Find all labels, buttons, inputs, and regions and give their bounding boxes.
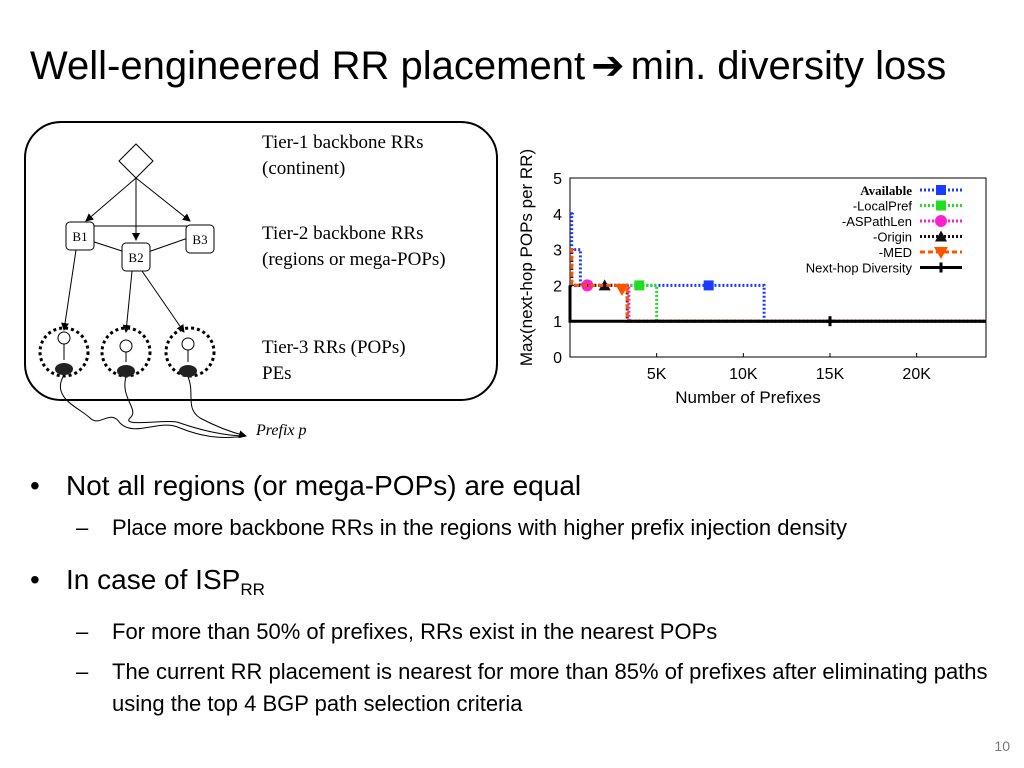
page-number: 10 [994,738,1010,754]
bullet-text: Not all regions (or mega-POPs) are equal [66,470,582,501]
legend-marker [935,215,947,227]
x-tick-label: 10K [729,366,758,383]
chart-svg: 0 1 2 3 4 5 5K 10K 15K 20K Number of Prefixes Max(n… [517,149,987,407]
bullet-subscript: RR [240,580,265,599]
legend-marker [935,230,947,242]
sub-bullet-dash: – [76,659,89,684]
series-marker-0 [703,280,714,291]
sub-bullet-text: Place more backbone RRs in the regions w… [112,515,847,540]
sub-bullet-text: The current RR placement is nearest for … [112,659,988,716]
sub-bullet-item: – For more than 50% of prefixes, RRs exis… [28,616,1008,648]
bullet-dot: • [30,470,40,501]
pop-group-1 [38,326,90,378]
series-line-2 [570,248,986,323]
slide-title: Well-engineered RR placement ➔ min. divers… [30,38,1010,94]
sub-bullet-dash: – [76,515,89,540]
arrow-right-icon: ➔ [591,44,625,88]
y-tick-label: 3 [553,243,562,260]
sub-bullet-dash: – [76,619,89,644]
title-left: Well-engineered RR placement [30,44,586,88]
legend-label: Next-hop Diversity [806,261,913,276]
series-line-5 [568,285,986,323]
y-tick-label: 4 [553,207,562,224]
pop-group-3 [164,326,216,378]
legend-label: -ASPathLen [842,214,912,229]
bullet-item: • Not all regions (or mega-POPs) are equa… [28,466,1008,506]
y-tick-label: 2 [553,278,562,295]
title-right: min. diversity loss [630,44,947,88]
x-axis-label: Number of Prefixes [675,388,821,407]
tier1-label-line1: Tier-1 backbone RRs [262,132,424,153]
node-b2-box [121,242,151,272]
prefix-diversity-chart: 0 1 2 3 4 5 5K 10K 15K 20K Number of Prefixes Max(n… [512,124,1012,414]
x-tick-label: 15K [816,366,845,383]
tier2-label-line1: Tier-2 backbone RRs [262,223,424,244]
sub-bullet-item: – Place more backbone RRs in the regions … [28,512,1008,544]
legend-marker [936,185,946,195]
tier3-label-line2: PEs [262,363,292,384]
node-b3-label: B3 [192,232,207,247]
node-b3-box [185,224,215,254]
series-line-3 [570,248,986,323]
tier1-label-line2: (continent) [262,158,346,179]
series-line-0 [570,212,986,323]
node-b1-box [65,221,95,251]
series-line-1 [570,248,986,323]
legend-label: -Origin [873,230,912,245]
x-tick-label: 5K [647,366,667,383]
legend-label: Available [860,183,912,198]
bullet-item: • In case of ISPRR [28,560,1008,610]
y-axis-label: Max(next-hop POPs per RR) [517,149,536,366]
tier2-label-line2: (regions or mega-POPs) [262,249,446,270]
legend-marker [934,247,948,259]
series-marker-3 [598,279,611,291]
legend-label: -LocalPref [853,199,913,214]
series-marker-4 [615,283,629,296]
sub-bullet-item: – The current RR placement is nearest for… [28,656,1008,720]
tier1-rr-node [118,143,154,179]
bullet-list: • Not all regions (or mega-POPs) are equa… [28,466,1008,720]
diagram-frame [24,121,498,401]
series-line-4 [570,248,986,323]
prefix-label: Prefix p [256,422,307,439]
node-b1-label: B1 [72,229,87,244]
y-tick-label: 0 [553,350,562,367]
y-tick-label: 5 [553,171,562,188]
sub-bullet-text: For more than 50% of prefixes, RRs exist… [112,619,718,644]
x-tick-label: 20K [902,366,931,383]
node-b2-label: B2 [128,250,143,265]
rr-hierarchy-diagram: B1 B2 B3 Tier-1 backbone RRs [20,118,510,448]
bullet-dot: • [30,564,40,595]
bullet-text: In case of ISP [66,564,241,595]
pop-group-2 [100,326,152,378]
legend-marker [936,200,946,211]
y-tick-label: 1 [553,314,562,331]
legend-label: -MED [879,245,912,260]
plot-frame [569,177,987,358]
tier3-label-line1: Tier-3 RRs (POPs) [262,337,406,358]
series-marker-1 [634,280,645,291]
